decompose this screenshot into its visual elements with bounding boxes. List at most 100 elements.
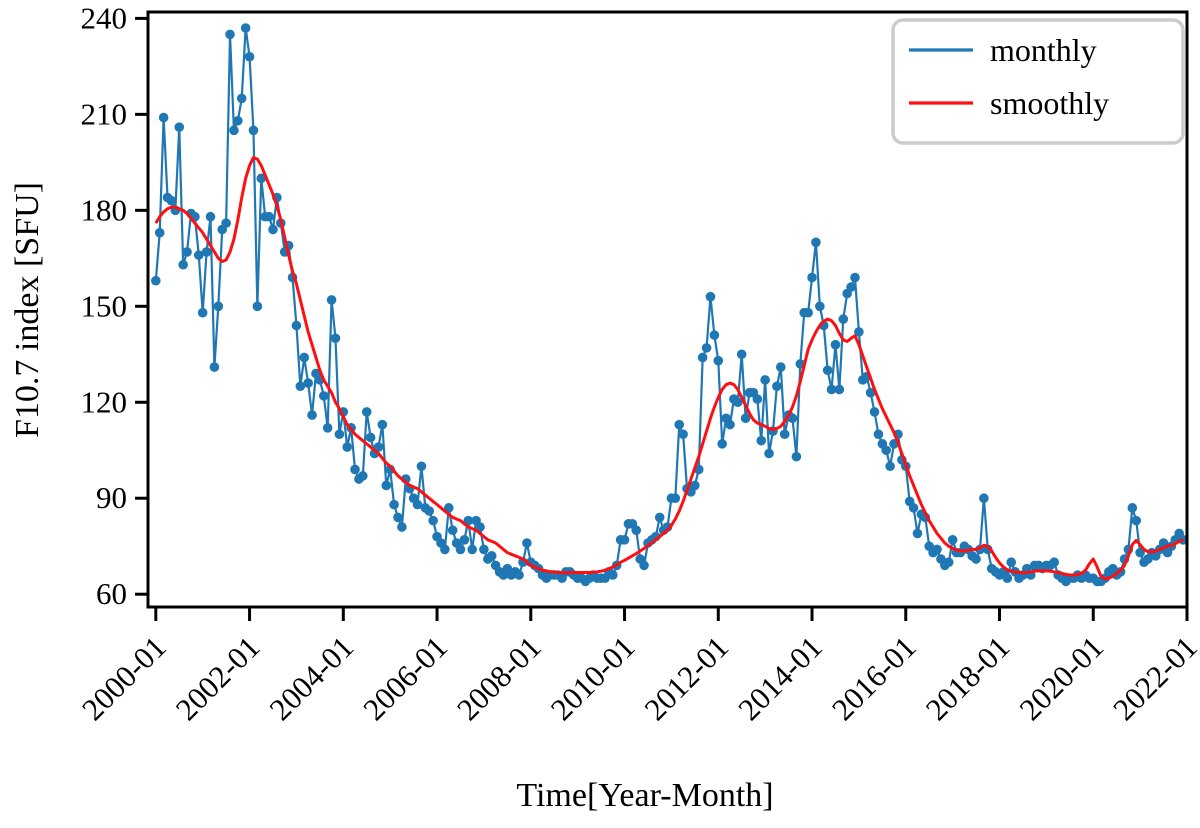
monthly-data-point xyxy=(678,429,688,440)
y-tick-label: 240 xyxy=(81,0,128,35)
monthly-data-point xyxy=(522,538,532,548)
monthly-data-point xyxy=(1131,515,1142,526)
monthly-data-point xyxy=(705,291,716,302)
x-tick-label: 2016-01 xyxy=(825,629,923,727)
monthly-data-point xyxy=(733,397,743,408)
monthly-data-point xyxy=(873,429,884,440)
monthly-data-point xyxy=(248,125,259,136)
monthly-data-point xyxy=(608,570,618,580)
monthly-data-point xyxy=(350,464,360,475)
monthly-data-point xyxy=(479,544,489,555)
monthly-data-point xyxy=(361,407,372,417)
monthly-data-point xyxy=(1049,557,1059,568)
monthly-data-point xyxy=(381,480,392,491)
x-tick-label: 2012-01 xyxy=(637,629,735,727)
monthly-data-point xyxy=(209,362,220,372)
monthly-data-point xyxy=(1002,573,1013,584)
monthly-data-point xyxy=(701,343,712,353)
monthly-data-point xyxy=(182,247,192,257)
x-axis-title: Time[Year-Month] xyxy=(516,777,773,814)
monthly-data-point xyxy=(455,544,466,555)
plot-area: 60 90 120 150 180 210 240 2000-012002-012004-01… xyxy=(75,0,1200,727)
monthly-data-point xyxy=(428,515,438,526)
x-tick-label: 2022-01 xyxy=(1106,629,1200,727)
monthly-data-point xyxy=(229,125,239,136)
monthly-data-point xyxy=(291,320,302,331)
monthly-data-point xyxy=(459,535,470,545)
monthly-data-point xyxy=(303,378,313,388)
monthly-data-point xyxy=(736,349,747,360)
monthly-data-point xyxy=(264,211,274,222)
monthly-data-point xyxy=(447,525,458,536)
monthly-data-point xyxy=(244,51,255,62)
monthly-data-point xyxy=(365,432,376,443)
monthly-data-point xyxy=(971,554,981,564)
monthly-data-point xyxy=(815,301,825,312)
monthly-data-point xyxy=(393,512,403,523)
monthly-data-point xyxy=(467,544,477,555)
monthly-data-point xyxy=(791,451,802,462)
monthly-data-point xyxy=(979,493,989,504)
monthly-data-point xyxy=(713,355,724,366)
monthly-data-point xyxy=(947,535,958,545)
monthly-data-point xyxy=(639,560,649,571)
monthly-data-point xyxy=(912,528,923,539)
monthly-data-point xyxy=(197,307,208,318)
monthly-data-point xyxy=(1135,547,1145,558)
monthly-data-point xyxy=(756,435,767,446)
monthly-data-point xyxy=(752,394,763,404)
monthly-data-point xyxy=(764,448,774,459)
monthly-data-point xyxy=(154,227,165,238)
x-tick-label: 2008-01 xyxy=(450,629,548,727)
monthly-data-point xyxy=(397,522,407,532)
monthly-data-point xyxy=(443,503,454,513)
monthly-data-point xyxy=(865,387,876,398)
x-tick-label: 2006-01 xyxy=(356,629,454,727)
x-tick-label: 2014-01 xyxy=(731,629,829,727)
monthly-data-point xyxy=(740,413,751,424)
monthly-data-point xyxy=(178,259,188,270)
monthly-data-point xyxy=(619,535,630,545)
legend-smoothly-label: smoothly xyxy=(990,85,1109,121)
monthly-data-point xyxy=(697,352,708,363)
x-tick-label: 2020-01 xyxy=(1012,629,1110,727)
monthly-data-point xyxy=(463,515,474,526)
monthly-data-point xyxy=(416,461,427,472)
monthly-data-point xyxy=(424,506,435,516)
monthly-data-point xyxy=(236,93,247,104)
monthly-data-point xyxy=(233,115,243,126)
monthly-data-point xyxy=(486,551,497,561)
monthly-data-point xyxy=(299,352,310,363)
monthly-data-point xyxy=(850,272,860,283)
monthly-data-point xyxy=(846,282,856,292)
x-tick-label: 2004-01 xyxy=(262,629,360,727)
monthly-data-point xyxy=(654,512,665,523)
monthly-data-point xyxy=(826,384,837,395)
y-tick-label: 180 xyxy=(81,192,128,227)
monthly-data-point xyxy=(307,410,317,420)
monthly-data-point xyxy=(779,429,790,440)
monthly-data-point xyxy=(932,544,942,555)
monthly-data-point xyxy=(389,499,399,510)
monthly-data-point xyxy=(631,525,642,536)
monthly-data-point xyxy=(268,224,278,235)
monthly-data-point xyxy=(822,365,833,376)
monthly-data-point xyxy=(803,307,813,318)
monthly-data-point xyxy=(330,333,341,344)
monthly-data-point xyxy=(807,272,817,283)
monthly-data-point xyxy=(221,218,231,228)
monthly-data-point xyxy=(252,301,263,312)
axes-spines xyxy=(146,10,1189,609)
monthly-data-point xyxy=(717,439,727,449)
legend-monthly-label: monthly xyxy=(990,32,1097,68)
smoothly-series-line xyxy=(154,156,1184,581)
monthly-data-point xyxy=(475,522,485,532)
monthly-data-point xyxy=(373,442,384,452)
monthly-data-point xyxy=(869,407,880,417)
monthly-data-point xyxy=(830,339,841,350)
monthly-data-point xyxy=(174,122,185,132)
monthly-data-point xyxy=(322,423,333,433)
x-tick-label: 2002-01 xyxy=(169,629,267,727)
